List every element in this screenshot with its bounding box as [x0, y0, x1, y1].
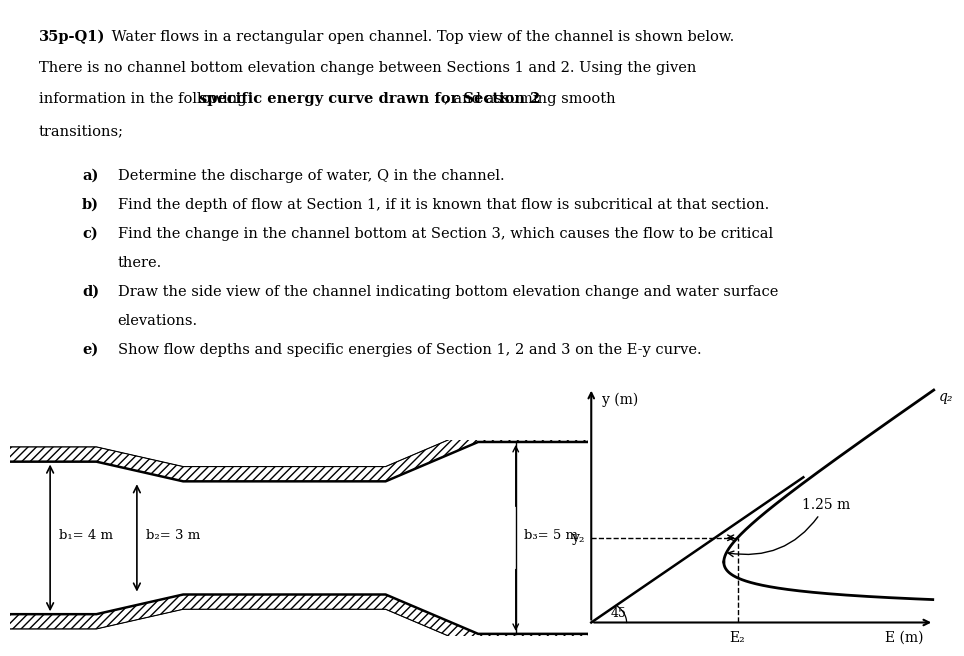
- Text: Determine the discharge of water, Q in the channel.: Determine the discharge of water, Q in t…: [118, 169, 504, 183]
- Text: y₂: y₂: [573, 531, 586, 544]
- Text: c): c): [82, 226, 97, 241]
- Text: , and assuming smooth: , and assuming smooth: [444, 92, 616, 106]
- Text: There is no channel bottom elevation change between Sections 1 and 2. Using the : There is no channel bottom elevation cha…: [39, 61, 696, 75]
- Text: elevations.: elevations.: [118, 314, 198, 327]
- Text: 1.25 m: 1.25 m: [728, 498, 850, 556]
- Text: b₃= 5 m: b₃= 5 m: [524, 529, 578, 542]
- Text: 45: 45: [610, 607, 627, 620]
- Text: Show flow depths and specific energies of Section 1, 2 and 3 on the E-y curve.: Show flow depths and specific energies o…: [118, 342, 701, 356]
- Text: E (m): E (m): [885, 631, 924, 645]
- Text: information in the following: information in the following: [39, 92, 251, 106]
- Text: Find the depth of flow at Section 1, if it is known that flow is subcritical at : Find the depth of flow at Section 1, if …: [118, 197, 769, 212]
- Text: Water flows in a rectangular open channel. Top view of the channel is shown belo: Water flows in a rectangular open channe…: [107, 30, 735, 43]
- Text: Find the change in the channel bottom at Section 3, which causes the flow to be : Find the change in the channel bottom at…: [118, 226, 773, 241]
- Text: E₂: E₂: [730, 631, 745, 645]
- Text: a): a): [82, 169, 98, 183]
- Text: b): b): [82, 197, 99, 212]
- Text: b₁= 4 m: b₁= 4 m: [59, 529, 113, 542]
- Text: q₂: q₂: [939, 390, 953, 404]
- Text: d): d): [82, 285, 99, 298]
- Text: Draw the side view of the channel indicating bottom elevation change and water s: Draw the side view of the channel indica…: [118, 285, 778, 298]
- Text: e): e): [82, 342, 98, 356]
- Text: there.: there.: [118, 256, 162, 270]
- Text: specific energy curve drawn for Section 2: specific energy curve drawn for Section …: [200, 92, 541, 106]
- Text: y (m): y (m): [602, 392, 638, 407]
- Text: b₂= 3 m: b₂= 3 m: [146, 529, 200, 542]
- Text: 35p-Q1): 35p-Q1): [39, 30, 105, 44]
- Text: transitions;: transitions;: [39, 124, 123, 138]
